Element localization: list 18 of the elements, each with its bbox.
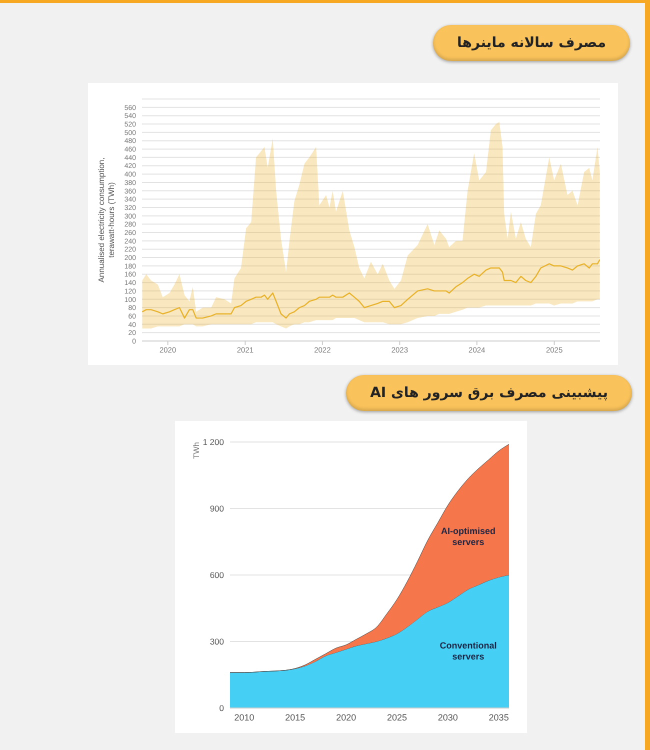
series-label: Conventional servers [440,640,497,662]
y-tick-label: 1 200 [202,437,224,448]
x-tick-label: 2025 [386,712,408,722]
line-series [142,259,600,319]
chart-title: پیشبینی مصرف برق سرور های AI [346,375,632,411]
y-tick-label: 300 [210,636,224,647]
y-tick-label: 900 [210,504,224,514]
series-label: AI-optimised servers [441,526,496,547]
y-axis-title: TWh [192,442,201,459]
x-tick-label: 2030 [438,712,458,722]
x-tick-label: 2035 [488,712,509,722]
y-tick-label: 600 [210,570,224,580]
x-tick-label: 2010 [234,712,254,722]
y-tick-label: 0 [219,703,224,714]
chart-title: مصرف سالانه ماینرها [433,25,630,61]
x-tick-label: 2015 [285,712,306,722]
y-axis-title: Annualised electricity consumption, terawatt-hours (TWh) [96,158,116,282]
x-tick-label: 2020 [336,712,356,722]
